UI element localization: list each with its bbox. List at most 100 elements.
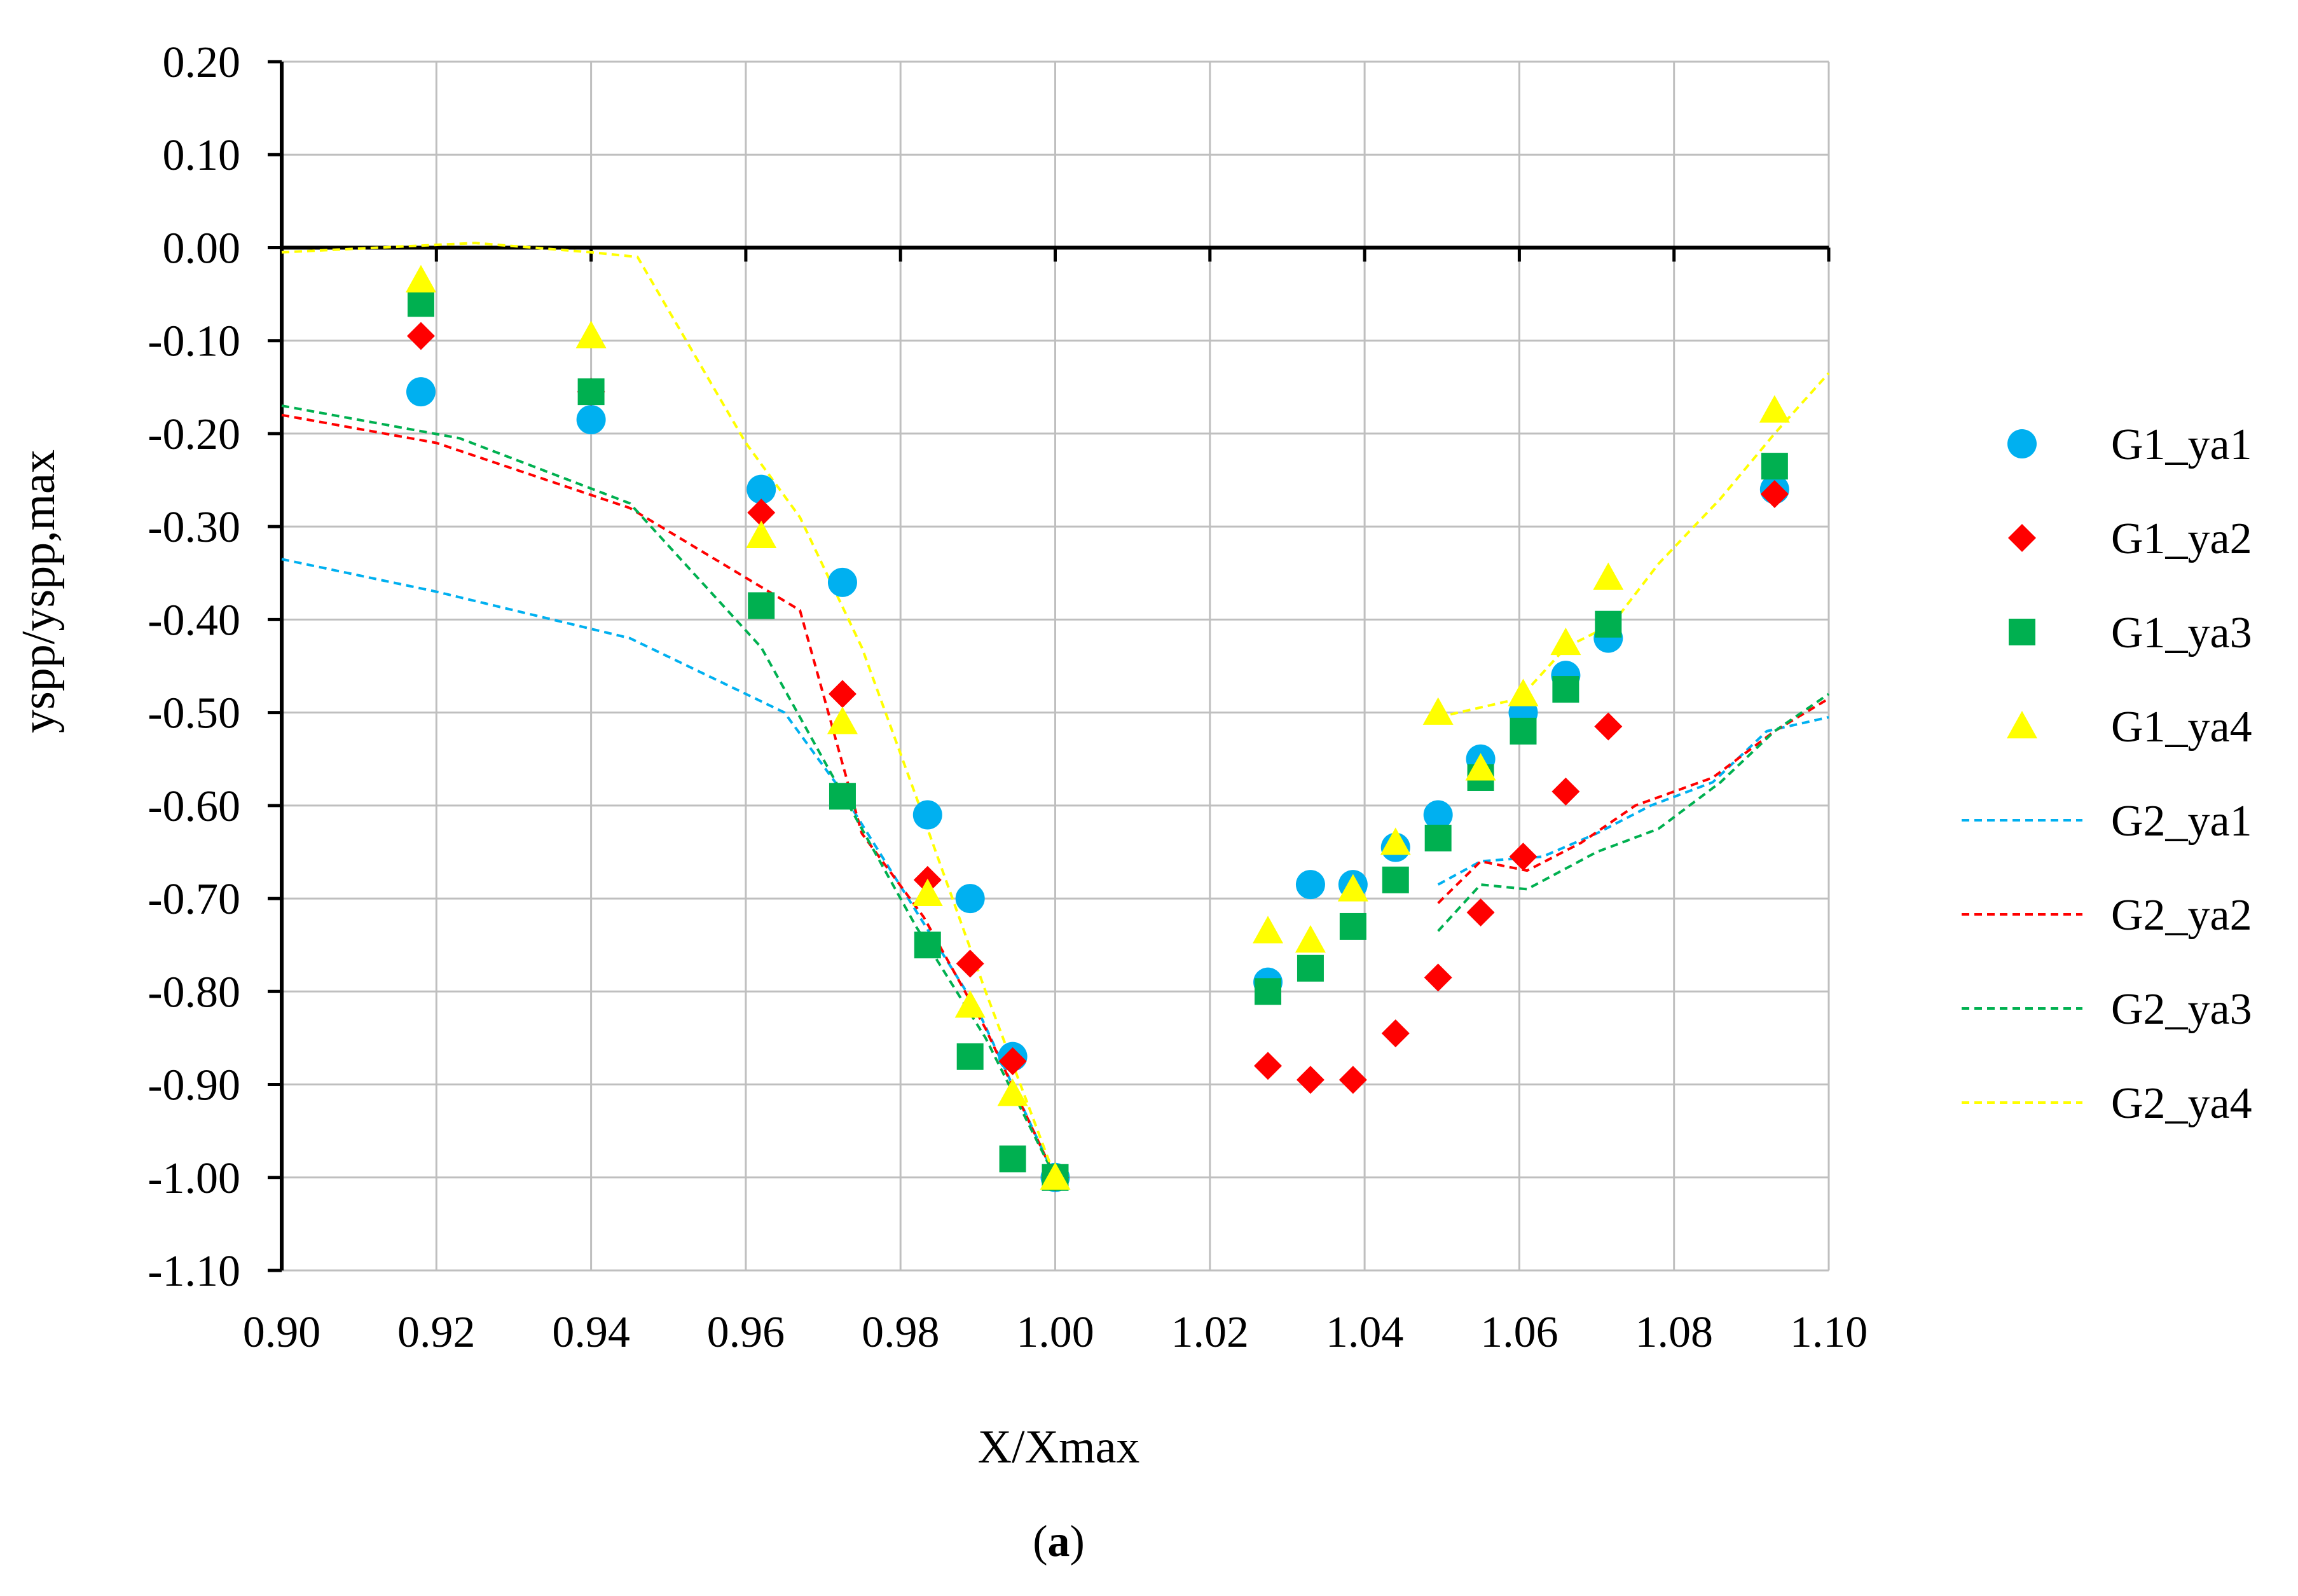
y-tick-label: 0.00 bbox=[163, 224, 241, 273]
series-g1-ya3 bbox=[407, 290, 1788, 1191]
legend-label: G1_ya4 bbox=[2111, 703, 2252, 752]
data-point bbox=[956, 1043, 984, 1070]
y-tick-label: -1.10 bbox=[148, 1247, 240, 1296]
x-tick-label: 0.96 bbox=[707, 1308, 785, 1357]
data-point bbox=[999, 1145, 1026, 1173]
data-point bbox=[1339, 912, 1366, 940]
data-point bbox=[997, 1078, 1028, 1106]
legend-label: G1_ya1 bbox=[2111, 420, 2252, 469]
data-point bbox=[1552, 676, 1579, 703]
data-point bbox=[1296, 1066, 1324, 1094]
data-point bbox=[1760, 479, 1789, 508]
x-tick-label: 0.98 bbox=[862, 1308, 940, 1357]
y-tick-label: -1.00 bbox=[148, 1154, 240, 1203]
data-point bbox=[406, 377, 436, 407]
data-point bbox=[828, 680, 857, 708]
data-point bbox=[1594, 712, 1623, 741]
data-point bbox=[1423, 800, 1453, 830]
data-point bbox=[998, 1047, 1027, 1075]
series-g1-ya2 bbox=[406, 322, 1789, 1192]
legend-item: G1_ya4 bbox=[2007, 703, 2252, 752]
data-point bbox=[1509, 843, 1538, 871]
data-point bbox=[1254, 1052, 1283, 1080]
series-line-segment bbox=[1438, 372, 1830, 719]
data-point bbox=[1424, 825, 1452, 852]
y-tick-label: -0.70 bbox=[148, 875, 240, 924]
data-point bbox=[746, 520, 777, 548]
caption-close: ) bbox=[1070, 1517, 1085, 1566]
legend-item: G1_ya3 bbox=[2009, 609, 2252, 657]
x-tick-label: 1.02 bbox=[1171, 1308, 1249, 1357]
series-line-segment bbox=[1437, 697, 1830, 904]
legend-label: G2_ya1 bbox=[2111, 797, 2252, 846]
data-point bbox=[576, 404, 606, 434]
data-point bbox=[1466, 898, 1495, 927]
data-point bbox=[914, 932, 941, 959]
x-tick-label: 0.94 bbox=[552, 1308, 630, 1357]
y-tick-label: -0.30 bbox=[148, 503, 240, 552]
legend-symbol bbox=[2009, 619, 2035, 645]
caption-letter: a bbox=[1048, 1517, 1070, 1566]
legend-item: G1_ya2 bbox=[2008, 514, 2252, 563]
data-point bbox=[956, 949, 984, 978]
legend-label: G2_ya3 bbox=[2111, 985, 2252, 1034]
data-point bbox=[1380, 827, 1411, 855]
data-point bbox=[827, 706, 858, 734]
data-point bbox=[954, 990, 986, 1018]
data-point bbox=[829, 783, 856, 810]
data-point bbox=[827, 567, 857, 597]
legend-item: G1_ya1 bbox=[2007, 420, 2252, 469]
legend-item: G2_ya3 bbox=[1962, 985, 2252, 1034]
x-tick-label: 1.08 bbox=[1635, 1308, 1713, 1357]
data-point bbox=[955, 884, 985, 914]
legend-symbol bbox=[2008, 524, 2036, 552]
data-point bbox=[1295, 870, 1325, 900]
y-tick-label: -0.90 bbox=[148, 1061, 240, 1110]
data-point bbox=[1382, 866, 1409, 893]
series-g2-ya2 bbox=[281, 413, 1830, 1178]
legend-label: G2_ya4 bbox=[2111, 1079, 2252, 1128]
series-g2-ya3 bbox=[281, 404, 1830, 1178]
series-line-segment bbox=[281, 242, 1057, 1178]
y-tick-label: -0.40 bbox=[148, 596, 240, 645]
x-tick-label: 0.90 bbox=[243, 1308, 321, 1357]
x-tick-label: 1.10 bbox=[1790, 1308, 1868, 1357]
legend-label: G2_ya2 bbox=[2111, 891, 2252, 940]
legend-item: G2_ya2 bbox=[1962, 891, 2252, 940]
data-point bbox=[1510, 717, 1537, 745]
data-point bbox=[407, 290, 434, 317]
data-point bbox=[575, 320, 607, 348]
legend-item: G2_ya4 bbox=[1962, 1079, 2252, 1128]
y-tick-label: -0.60 bbox=[148, 782, 240, 831]
data-point bbox=[1297, 954, 1324, 982]
y-tick-label: -0.20 bbox=[148, 410, 240, 459]
axes: 0.20 0.10 0.00 -0.10 -0.20 -0.30 -0.40 -0.50 -0.… bbox=[148, 38, 1868, 1357]
series-line-segment bbox=[1437, 715, 1829, 886]
data-point bbox=[1761, 453, 1788, 480]
legend-label: G1_ya2 bbox=[2111, 514, 2252, 563]
data-point bbox=[1759, 395, 1790, 423]
data-point bbox=[1508, 678, 1539, 706]
data-point bbox=[748, 592, 775, 619]
grid bbox=[280, 60, 1830, 1272]
caption-open: ( bbox=[1033, 1517, 1047, 1566]
data-point bbox=[1422, 697, 1454, 725]
data-point bbox=[1595, 610, 1622, 638]
data-point bbox=[912, 878, 943, 906]
data-point bbox=[1550, 627, 1581, 656]
series-g2-ya1 bbox=[281, 558, 1829, 1178]
x-tick-label: 1.04 bbox=[1326, 1308, 1404, 1357]
y-tick-label: 0.10 bbox=[163, 131, 241, 180]
y-tick-label: -0.50 bbox=[148, 689, 240, 738]
data-point bbox=[1040, 1162, 1071, 1190]
x-axis-title: X/Xmax bbox=[978, 1421, 1140, 1473]
series-line-segment bbox=[281, 404, 1057, 1178]
data-point bbox=[912, 800, 942, 830]
series-g1-ya4 bbox=[405, 265, 1790, 1190]
plot-area bbox=[281, 242, 1830, 1192]
x-tick-label: 1.00 bbox=[1016, 1308, 1094, 1357]
series-g1-ya1 bbox=[406, 377, 1789, 1192]
data-point bbox=[747, 474, 776, 504]
data-point bbox=[747, 499, 776, 527]
data-point bbox=[1337, 874, 1368, 902]
